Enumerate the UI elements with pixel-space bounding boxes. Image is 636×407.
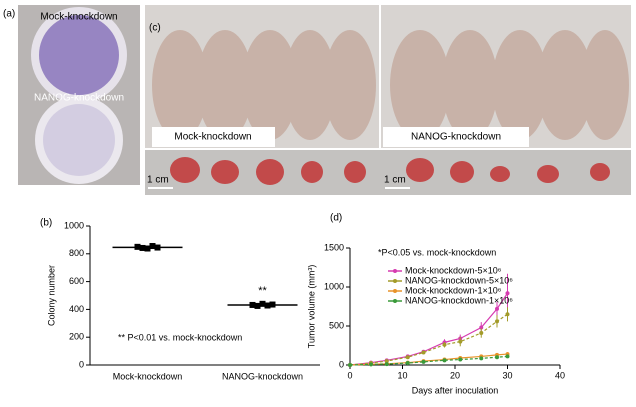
- scale-bar-label: 1 cm: [147, 175, 169, 186]
- point: [505, 312, 510, 317]
- y-tick-label: 600: [69, 276, 84, 286]
- group-label: Mock-knockdown: [174, 132, 251, 143]
- y-axis-title: Tumor volume (mm³): [306, 265, 316, 349]
- x-tick-label: NANOG-knockdown: [222, 371, 303, 381]
- point: [421, 350, 426, 355]
- point: [495, 355, 499, 360]
- x-axis-title: Days after inoculation: [412, 385, 499, 395]
- x-tick-label: 30: [502, 370, 512, 380]
- photo-label: NANOG-knockdown: [34, 93, 124, 104]
- legend-label: NANOG-knockdown-1×10⁶: [405, 295, 513, 305]
- y-tick-label: 800: [69, 248, 84, 258]
- legend-marker: [393, 289, 397, 293]
- dot: [259, 300, 266, 307]
- annotation: *P<0.05 vs. mock-knockdown: [378, 247, 496, 257]
- y-axis-title: Colony number: [46, 265, 56, 326]
- legend-label: Mock-knockdown-5×10⁶: [405, 265, 502, 275]
- series-line: [349, 353, 508, 366]
- point: [479, 325, 484, 330]
- y-tick-label: 400: [69, 304, 84, 314]
- y-tick-label: 1000: [64, 220, 84, 230]
- photo-label: Mock-knockdown: [40, 12, 117, 23]
- panel-label: (b): [40, 218, 52, 229]
- y-tick-label: 0: [79, 359, 84, 369]
- significance: **: [258, 285, 267, 297]
- x-tick-label: Mock-knockdown: [113, 371, 183, 381]
- point: [348, 363, 352, 367]
- legend-marker: [393, 279, 397, 283]
- point: [479, 356, 484, 361]
- panel-label: (a): [3, 9, 15, 20]
- series-line: [349, 313, 508, 366]
- panel-label: (d): [330, 213, 342, 224]
- point: [458, 357, 463, 362]
- point: [442, 342, 447, 347]
- legend-label: Mock-knockdown-1×10⁶: [405, 285, 502, 295]
- y-tick-label: 0: [339, 359, 344, 369]
- group-label: NANOG-knockdown: [411, 132, 501, 143]
- point: [442, 358, 447, 363]
- x-tick-label: 10: [397, 370, 407, 380]
- legend-label: NANOG-knockdown-5×10⁶: [405, 275, 513, 285]
- point: [405, 361, 410, 366]
- point: [458, 339, 463, 344]
- photo-c: Mock-knockdown NANOG-knockdown 1 cm 1 cm: [145, 5, 631, 195]
- legend-marker: [393, 299, 397, 303]
- point: [405, 355, 410, 360]
- point: [479, 331, 484, 336]
- y-tick-label: 200: [69, 332, 84, 342]
- point: [505, 291, 510, 296]
- x-tick-label: 40: [555, 370, 565, 380]
- point: [421, 359, 426, 364]
- series-line: [349, 292, 508, 366]
- y-tick-label: 500: [329, 320, 344, 330]
- point: [369, 362, 373, 367]
- footnote: ** P<0.01 vs. mock-knockdown: [118, 332, 242, 342]
- photo-a: Mock-knockdown NANOG-knockdown: [18, 5, 140, 185]
- point: [495, 319, 499, 324]
- dot: [144, 245, 151, 252]
- dot: [149, 243, 156, 250]
- point: [505, 354, 510, 359]
- panel-label: (c): [149, 23, 161, 34]
- x-tick-label: 20: [450, 370, 460, 380]
- scale-bar-label: 1 cm: [384, 175, 406, 186]
- point: [495, 306, 499, 311]
- y-tick-label: 1500: [324, 242, 344, 252]
- x-tick-label: 0: [347, 370, 352, 380]
- dot: [254, 302, 261, 309]
- legend-marker: [393, 269, 397, 273]
- y-tick-label: 1000: [324, 281, 344, 291]
- point: [384, 362, 389, 367]
